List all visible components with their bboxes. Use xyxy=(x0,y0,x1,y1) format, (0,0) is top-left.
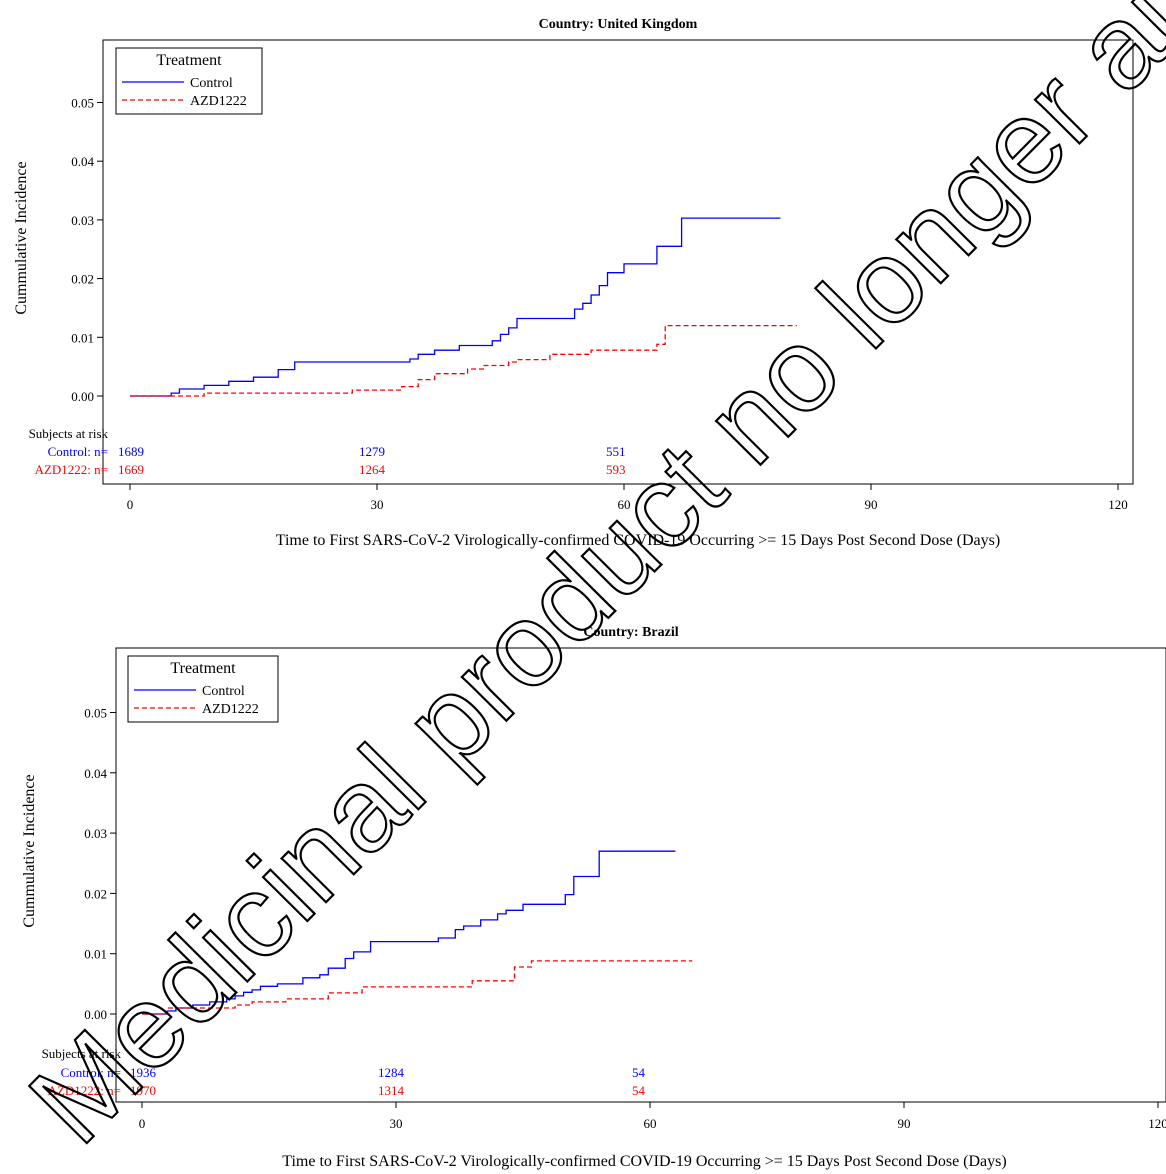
y-tick-label: 0.05 xyxy=(71,96,94,111)
x-tick-label: 30 xyxy=(390,1116,403,1131)
chart-title: Country: United Kingdom xyxy=(539,17,698,32)
legend-title: Treatment xyxy=(170,660,236,677)
risk-row-label: AZD1222: n= xyxy=(35,462,108,477)
risk-table-header: Subjects at risk xyxy=(29,426,109,441)
x-axis-label: Time to First SARS-CoV-2 Virologically-c… xyxy=(282,1153,1006,1170)
legend-label-control: Control xyxy=(202,684,245,699)
y-tick-label: 0.02 xyxy=(71,272,94,287)
watermark-text: Medicinal product no longer authorised xyxy=(5,0,1166,1168)
risk-value: 54 xyxy=(632,1065,646,1080)
x-tick-label: 0 xyxy=(127,497,134,512)
legend-label-azd1222: AZD1222 xyxy=(202,702,259,717)
y-tick-label: 0.00 xyxy=(71,389,94,404)
series-line-control xyxy=(130,218,780,396)
y-tick-label: 0.03 xyxy=(84,826,107,841)
risk-value: 1284 xyxy=(378,1065,405,1080)
x-tick-label: 60 xyxy=(644,1116,657,1131)
y-tick-label: 0.02 xyxy=(84,886,107,901)
risk-value: 1279 xyxy=(359,444,385,459)
legend: Treatment Control AZD1222 xyxy=(128,656,278,722)
y-tick-label: 0.01 xyxy=(84,947,107,962)
legend-title: Treatment xyxy=(156,52,222,69)
y-axis-label: Cummulative Incidence xyxy=(13,161,30,314)
y-tick-label: 0.04 xyxy=(84,766,107,781)
risk-row-label: Control: n= xyxy=(48,444,108,459)
y-axis-label: Cummulative Incidence xyxy=(21,774,38,927)
legend-label-azd1222: AZD1222 xyxy=(190,94,247,109)
x-tick-label: 120 xyxy=(1148,1116,1166,1131)
x-tick-label: 90 xyxy=(898,1116,911,1131)
legend: Treatment Control AZD1222 xyxy=(116,48,262,114)
y-tick-label: 0.04 xyxy=(71,154,94,169)
risk-value: 1264 xyxy=(359,462,386,477)
y-tick-label: 0.05 xyxy=(84,706,107,721)
y-tick-label: 0.03 xyxy=(71,213,94,228)
y-tick-label: 0.01 xyxy=(71,330,94,345)
risk-value: 1669 xyxy=(118,462,144,477)
risk-value: 54 xyxy=(632,1083,646,1098)
risk-value: 1314 xyxy=(378,1083,405,1098)
risk-value: 1689 xyxy=(118,444,144,459)
x-tick-label: 120 xyxy=(1108,497,1128,512)
x-tick-label: 90 xyxy=(865,497,878,512)
legend-label-control: Control xyxy=(190,76,233,91)
x-tick-label: 30 xyxy=(371,497,384,512)
